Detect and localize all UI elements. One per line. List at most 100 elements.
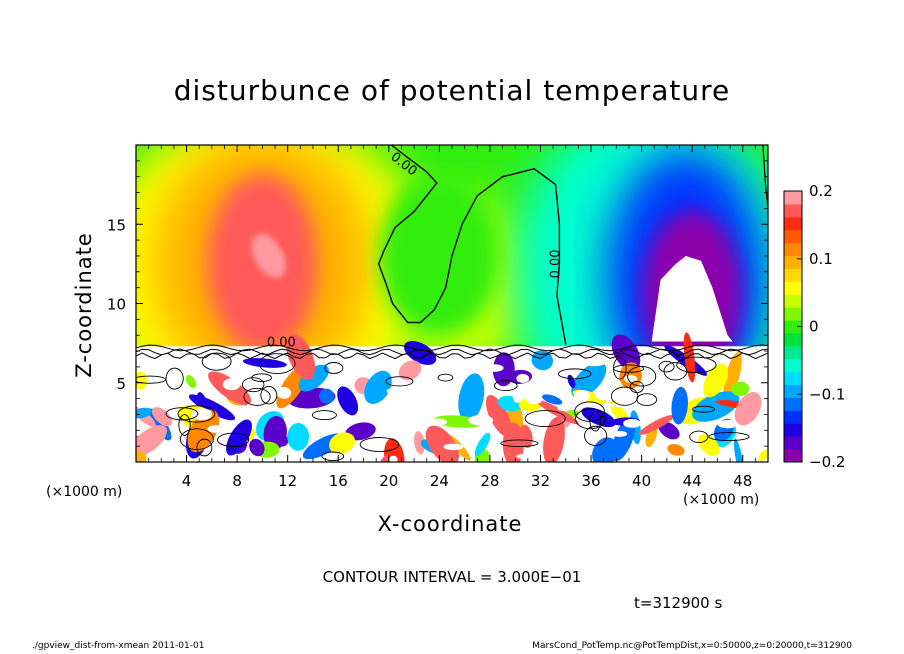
turbulent-blob (733, 438, 745, 462)
turbulent-blob (703, 363, 729, 398)
turbulent-gap (513, 391, 522, 403)
turbulent-contour (165, 407, 199, 421)
turbulent-gap (386, 387, 403, 395)
turbulent-blob (658, 421, 680, 440)
turbulent-contour (574, 401, 605, 422)
turbulent-gap (468, 415, 494, 426)
turbulent-blob (136, 450, 147, 462)
colorbar-tick-label: −0.2 (809, 453, 845, 471)
turbulent-gap (222, 378, 241, 391)
colorbar-swatch (784, 320, 802, 334)
turbulent-contour (165, 367, 184, 390)
turbulent-blob (364, 370, 392, 404)
turbulent-blob (425, 425, 460, 462)
turbulent-gap (246, 401, 266, 410)
turbulent-gap (425, 418, 448, 426)
turbulent-blob (287, 422, 310, 451)
turbulent-blob (734, 391, 762, 426)
contour-label: 0.00 (548, 249, 563, 278)
colorbar-swatch (784, 397, 802, 411)
turbulent-blob (474, 432, 491, 457)
x-tick-label: 4 (182, 472, 192, 490)
colorbar-tick-label: −0.1 (809, 385, 845, 403)
colorbar-swatch (784, 449, 802, 463)
neutral-region (379, 175, 500, 336)
x-tick-label: 12 (278, 472, 297, 490)
turbulent-contour (493, 380, 518, 392)
turbulent-blob (638, 414, 675, 435)
turbulent-contour (241, 377, 265, 393)
turbulent-contour (385, 376, 414, 387)
colorbar-swatch (784, 229, 802, 244)
colorbar-swatch (784, 371, 802, 386)
turbulent-contour (179, 428, 214, 450)
turbulent-gap (389, 455, 398, 462)
turbulent-contour (311, 410, 337, 421)
x-tick-label: 40 (632, 472, 651, 490)
turbulent-blob (187, 409, 220, 453)
colorbar-tick-label: 0 (809, 318, 819, 336)
turbulent-blob (723, 352, 742, 400)
x-unit-right: (×1000 m) (683, 492, 760, 508)
colorbar: 0.2 0.1 0 −0.1 −0.2 (783, 182, 845, 471)
turbulent-blob (185, 375, 197, 388)
turbulent-contour (636, 393, 658, 406)
turbulent-gap (595, 387, 610, 401)
turbulent-contour (437, 373, 454, 382)
footer-right: MarsCond_PotTemp.nc@PotTempDist,x=0:5000… (532, 641, 852, 651)
turbulent-blob (758, 449, 768, 462)
colorbar-swatch (784, 294, 802, 308)
turbulent-gap (557, 406, 571, 412)
colorbar-swatch (784, 345, 802, 360)
x-tick-label: 32 (531, 472, 550, 490)
colorbar-swatch (784, 436, 802, 450)
x-unit-left: (×1000 m) (46, 484, 123, 500)
x-tick-label: 20 (379, 472, 398, 490)
turbulent-contour (584, 425, 608, 446)
turbulent-contour (201, 352, 232, 371)
zero-contour (377, 145, 567, 345)
turbulent-blob (671, 386, 688, 425)
colorbar-swatch (784, 307, 802, 321)
turbulent-blob (329, 432, 356, 454)
turbulent-blob (136, 425, 168, 457)
turbulent-gap (638, 456, 650, 461)
colorbar-swatch (784, 268, 802, 282)
turbulent-blob (319, 388, 335, 404)
turbulent-blob (571, 362, 607, 398)
colorbar-tick-label: 0.2 (809, 182, 833, 200)
x-tick-label: 36 (581, 472, 600, 490)
turbulent-blob (519, 424, 533, 448)
turbulent-blob (298, 364, 329, 392)
turbulent-gap (516, 454, 529, 459)
colorbar-swatch (784, 191, 802, 205)
colorbar-swatch (784, 423, 802, 437)
turbulent-blob (458, 373, 485, 422)
turbulent-contour (359, 437, 400, 452)
turbulent-gap (516, 373, 530, 384)
turbulent-blob (542, 394, 563, 405)
turbulent-contour (136, 375, 167, 384)
turbulent-contour (196, 438, 213, 457)
x-tick-label: 16 (329, 472, 348, 490)
contour-interval-label: CONTOUR INTERVAL = 3.000E−01 (322, 568, 582, 586)
footer-left: ./gpview_dist-from-xmean 2011-01-01 (32, 641, 205, 651)
turbulent-blob (136, 407, 152, 419)
turbulent-contour (575, 408, 606, 430)
turbulent-gap (623, 418, 642, 428)
turbulent-blob (667, 443, 685, 456)
warm-peak (251, 234, 286, 278)
turbulent-gap (484, 364, 504, 372)
turbulent-contour (324, 362, 344, 374)
x-tick-label: 48 (733, 472, 752, 490)
turbulent-blob (567, 374, 576, 389)
y-tick-label: 15 (107, 216, 126, 234)
turbulent-blob (414, 431, 425, 455)
turbulent-blob (492, 352, 515, 387)
turbulent-contour (243, 387, 271, 406)
turbulent-contour (500, 439, 539, 448)
turbulent-blob (398, 360, 422, 381)
colorbar-swatch (784, 332, 802, 347)
